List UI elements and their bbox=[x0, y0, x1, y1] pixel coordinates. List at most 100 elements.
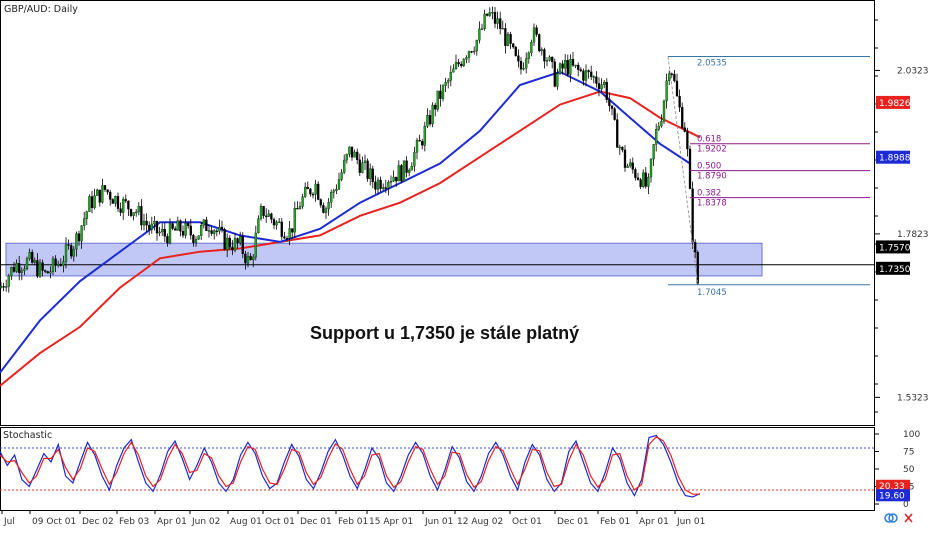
candle-body bbox=[600, 84, 603, 90]
candle-body bbox=[574, 64, 577, 67]
candle-body bbox=[551, 56, 554, 63]
candle-body bbox=[10, 267, 13, 277]
candle-body bbox=[621, 146, 624, 151]
candle-body bbox=[395, 176, 398, 182]
candle-body bbox=[38, 262, 42, 277]
candle-body bbox=[18, 263, 21, 273]
candle-body bbox=[116, 196, 120, 209]
candle-body bbox=[205, 219, 208, 232]
candle-body bbox=[678, 95, 681, 108]
candle-body bbox=[538, 34, 541, 52]
candle-body bbox=[649, 158, 653, 178]
price-badge-label: 1.9826 bbox=[879, 99, 911, 109]
candle-body bbox=[428, 115, 432, 125]
candle-body bbox=[421, 141, 424, 146]
candle-body bbox=[452, 68, 455, 73]
candle-body bbox=[397, 165, 400, 182]
candle-body bbox=[668, 73, 671, 81]
candle-body bbox=[480, 28, 484, 30]
candle-body bbox=[314, 183, 317, 195]
candle-body bbox=[522, 67, 525, 70]
candle-body bbox=[387, 182, 390, 189]
candle-body bbox=[124, 199, 127, 202]
candle-body bbox=[530, 41, 533, 54]
candle-body bbox=[332, 190, 335, 193]
x-tick-label: 15 Apr 01 bbox=[369, 517, 413, 527]
candle-body bbox=[564, 60, 567, 69]
candle-body bbox=[309, 188, 312, 195]
fib-trend-line bbox=[667, 56, 699, 285]
candle-body bbox=[675, 80, 679, 97]
candle-body bbox=[57, 263, 60, 266]
close-icon[interactable] bbox=[904, 513, 913, 523]
stoch-badge-19.60 bbox=[876, 489, 910, 502]
candle-body bbox=[467, 51, 471, 58]
stoch-badge-20.33 bbox=[876, 479, 910, 492]
stoch-y-tick-label: 75 bbox=[903, 448, 914, 458]
candle-body bbox=[135, 211, 138, 214]
candle-body bbox=[439, 90, 442, 99]
candle-body bbox=[423, 126, 426, 146]
candle-body bbox=[197, 235, 200, 240]
candle-body bbox=[644, 172, 647, 187]
link-icon[interactable] bbox=[884, 513, 898, 523]
candle-body bbox=[285, 238, 289, 240]
candle-body bbox=[20, 270, 23, 273]
candle-body bbox=[473, 50, 476, 53]
candle-body bbox=[51, 258, 55, 272]
candle-body bbox=[275, 221, 278, 226]
price-badge-label: 1.7570 bbox=[879, 243, 911, 253]
candle-body bbox=[363, 160, 367, 163]
price-badge-1.8988 bbox=[876, 150, 910, 164]
candle-body bbox=[517, 55, 520, 62]
x-tick-label: Apr 01 bbox=[639, 517, 669, 527]
candle-body bbox=[33, 260, 36, 263]
candle-body bbox=[262, 206, 265, 217]
x-tick-label: Aug 01 bbox=[230, 517, 262, 527]
stoch-y-tick-label: 100 bbox=[903, 430, 920, 440]
candle-body bbox=[106, 189, 109, 193]
candle-body bbox=[259, 206, 263, 219]
candle-body bbox=[291, 228, 294, 233]
candle-body bbox=[129, 208, 133, 216]
candle-body bbox=[605, 81, 608, 100]
candle-body bbox=[59, 263, 62, 266]
x-tick-label: 09 Oct 01 bbox=[32, 517, 76, 527]
candle-body bbox=[681, 107, 684, 128]
candle-body bbox=[236, 238, 239, 244]
candle-body bbox=[293, 208, 296, 233]
candle-body bbox=[158, 231, 161, 234]
fib-level-price: 1.8790 bbox=[697, 172, 727, 182]
candle-body bbox=[584, 70, 588, 81]
stochastic-line-1 bbox=[0, 434, 701, 498]
candle-body bbox=[512, 43, 515, 48]
candle-body bbox=[356, 151, 359, 161]
stoch-badge-label: 20.33 bbox=[879, 482, 905, 492]
candle-body bbox=[449, 72, 452, 81]
candle-body bbox=[265, 215, 268, 218]
candle-body bbox=[298, 206, 302, 210]
candle-body bbox=[553, 61, 556, 87]
candle-body bbox=[239, 236, 242, 244]
candle-body bbox=[408, 169, 411, 173]
candle-body bbox=[254, 232, 257, 258]
candle-body bbox=[506, 33, 510, 47]
candle-body bbox=[496, 18, 499, 24]
candle-body bbox=[519, 61, 523, 70]
candle-body bbox=[665, 80, 668, 102]
candle-body bbox=[683, 127, 686, 132]
candle-body bbox=[327, 202, 330, 209]
candle-body bbox=[491, 12, 494, 14]
candle-body bbox=[532, 27, 536, 43]
candle-body bbox=[634, 169, 637, 178]
candle-body bbox=[525, 58, 528, 69]
candle-body bbox=[283, 236, 286, 239]
candle-body bbox=[85, 211, 88, 219]
candle-body bbox=[98, 189, 101, 203]
candle-body bbox=[337, 179, 341, 190]
candle-body bbox=[296, 208, 299, 210]
candle-body bbox=[184, 223, 187, 236]
candle-body bbox=[257, 218, 260, 234]
candle-body bbox=[101, 185, 104, 203]
candle-body bbox=[36, 260, 39, 277]
